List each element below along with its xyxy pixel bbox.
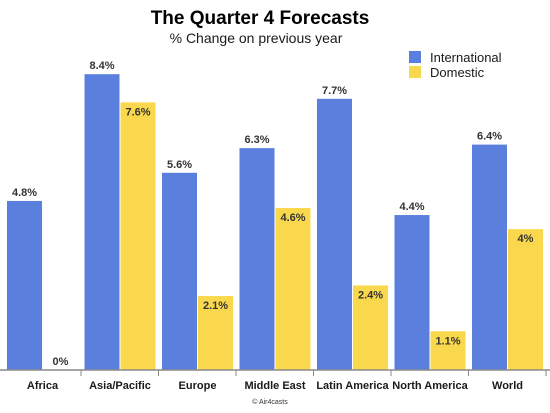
bars-group [7,74,543,371]
data-label-domestic-africa: 0% [53,356,69,368]
data-label-international-world: 6.4% [477,131,502,143]
bar-domestic-europe [198,296,233,370]
bar-international-world [472,144,507,370]
data-label-international-middle-east: 6.3% [244,134,269,146]
bar-domestic-world [508,229,543,370]
chart-subtitle: % Change on previous year [170,30,343,46]
data-label-international-north-america: 4.4% [399,201,424,213]
x-tick-label-middle-east: Middle East [244,380,305,392]
data-labels-group: 4.8% 0% 8.4% 7.6% 5.6% 2.1% 6.3% 4.6% 7.7% 2.4% 4.… [12,60,534,368]
x-axis-ticks: Africa Asia/Pacific Europe Middle East Latin… [27,370,547,392]
bar-international-europe [162,172,197,370]
data-label-international-latin-america: 7.7% [322,85,347,97]
data-label-international-europe: 5.6% [167,159,192,171]
legend-label-international: International [430,50,502,65]
x-tick-label-europe: Europe [179,380,217,392]
bar-domestic-latin-america [353,285,388,370]
legend-label-domestic: Domestic [430,65,485,80]
data-label-domestic-latin-america: 2.4% [358,289,383,301]
legend-swatch-international [409,51,421,63]
x-tick-label-asia-pacific: Asia/Pacific [89,380,151,392]
data-label-international-africa: 4.8% [12,187,37,199]
bar-international-latin-america [317,98,352,371]
data-label-domestic-asia-pacific: 7.6% [125,106,150,118]
data-label-international-asia-pacific: 8.4% [89,60,114,72]
x-tick-label-world: World [492,380,523,392]
bar-international-asia-pacific [84,74,120,370]
x-tick-label-africa: Africa [27,380,59,392]
data-label-domestic-world: 4% [518,233,534,245]
bar-international-north-america [394,215,430,370]
bar-domestic-asia-pacific [120,102,156,370]
x-tick-label-north-america: North America [392,380,468,392]
bar-international-africa [7,200,42,370]
legend-swatch-domestic [409,66,421,78]
data-label-domestic-middle-east: 4.6% [280,212,305,224]
bar-international-middle-east [239,148,275,370]
data-label-domestic-north-america: 1.1% [435,335,460,347]
credit-text: © Air4casts [252,398,288,406]
x-tick-label-latin-america: Latin America [316,380,389,392]
data-label-domestic-europe: 2.1% [203,300,228,312]
bar-domestic-middle-east [275,208,311,370]
chart-title: The Quarter 4 Forecasts [151,8,370,29]
bar-domestic-north-america [430,331,466,370]
